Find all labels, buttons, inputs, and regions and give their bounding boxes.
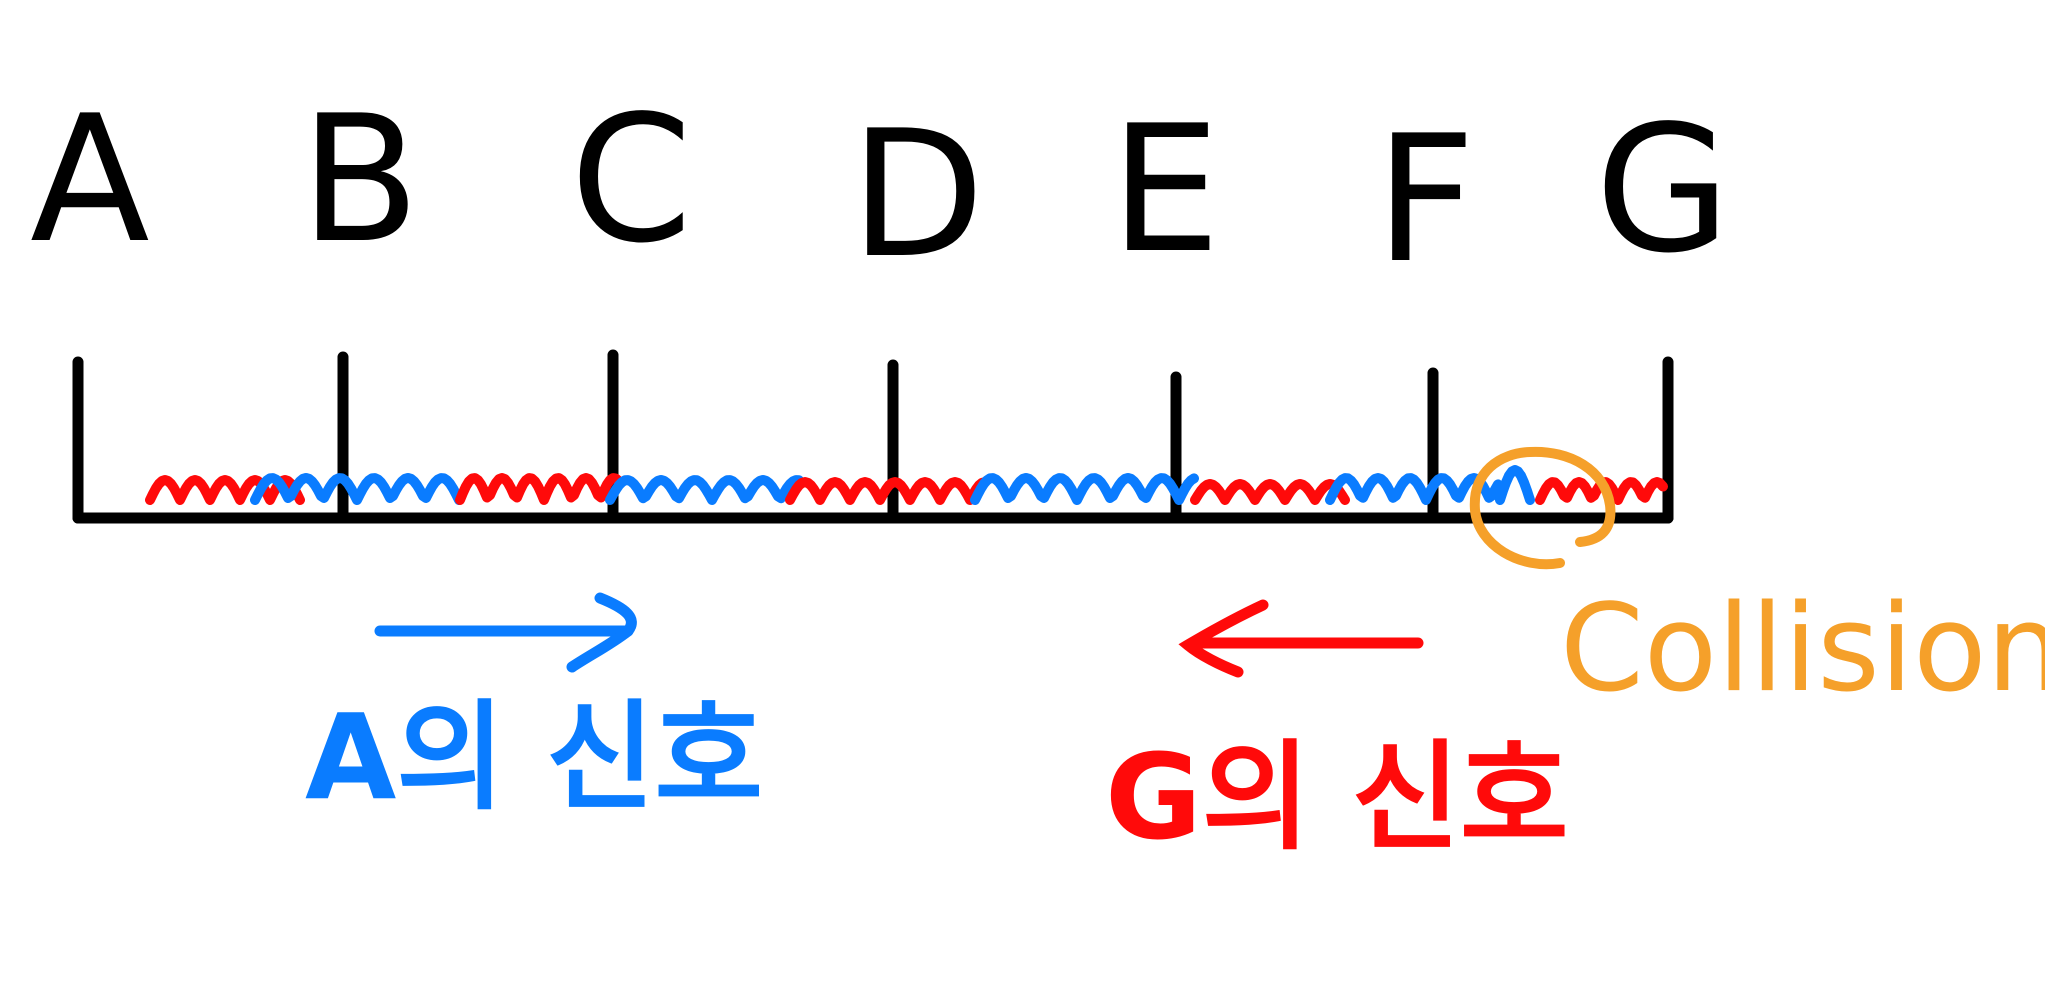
signal-g-arrow: [1178, 599, 1424, 678]
signal-a-arrow: [374, 592, 637, 673]
node-label-f: F: [1375, 99, 1476, 302]
wave-segment: [1495, 465, 1535, 505]
node-label-c: C: [570, 79, 692, 282]
node-labels: A B C D E F G: [30, 79, 1731, 302]
node-label-a: A: [30, 79, 150, 282]
wave-segment: [785, 477, 990, 505]
wave-segment: [1190, 479, 1350, 505]
collision-label: Collision: [1560, 580, 2045, 719]
wave-segment: [970, 473, 1199, 505]
node-label-e: E: [1110, 89, 1221, 292]
collision-circle: [1469, 446, 1616, 570]
node-label-g: G: [1595, 89, 1731, 292]
wave-segment: [455, 473, 624, 505]
bus: [72, 349, 1674, 524]
wave-segment: [250, 473, 464, 505]
signal-g-caption: G의 신호: [1105, 728, 1569, 866]
node-label-b: B: [300, 79, 420, 282]
node-label-d: D: [850, 94, 985, 297]
wave-segment: [145, 475, 305, 505]
wave-segment: [605, 475, 804, 505]
signal-a-caption: A의 신호: [305, 688, 763, 826]
wave-segment: [1325, 473, 1503, 505]
